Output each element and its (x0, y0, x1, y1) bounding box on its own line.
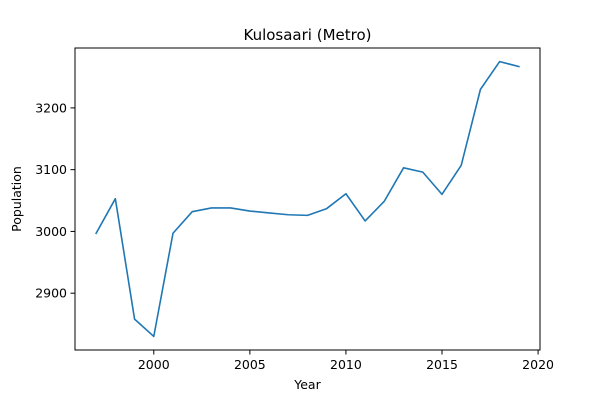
y-tick-label: 3100 (35, 162, 67, 177)
chart-title: Kulosaari (Metro) (243, 26, 371, 44)
plot-area (95, 60, 520, 338)
x-tick-label: 2000 (138, 357, 170, 372)
population-series-line (95, 60, 520, 338)
x-axis: 2000 2005 2010 2015 2020 (138, 350, 554, 372)
x-tick-label: 2020 (522, 357, 554, 372)
y-axis: 2900 3000 3100 3200 (35, 100, 75, 301)
y-tick-label: 2900 (35, 286, 67, 301)
y-tick-label: 3000 (35, 224, 67, 239)
y-axis-title: Population (9, 166, 24, 232)
x-axis-title: Year (293, 377, 321, 392)
y-tick-label: 3200 (35, 100, 67, 115)
plot-frame (74, 47, 541, 351)
x-tick-label: 2005 (234, 357, 266, 372)
x-tick-label: 2010 (330, 357, 362, 372)
x-tick-label: 2015 (426, 357, 458, 372)
